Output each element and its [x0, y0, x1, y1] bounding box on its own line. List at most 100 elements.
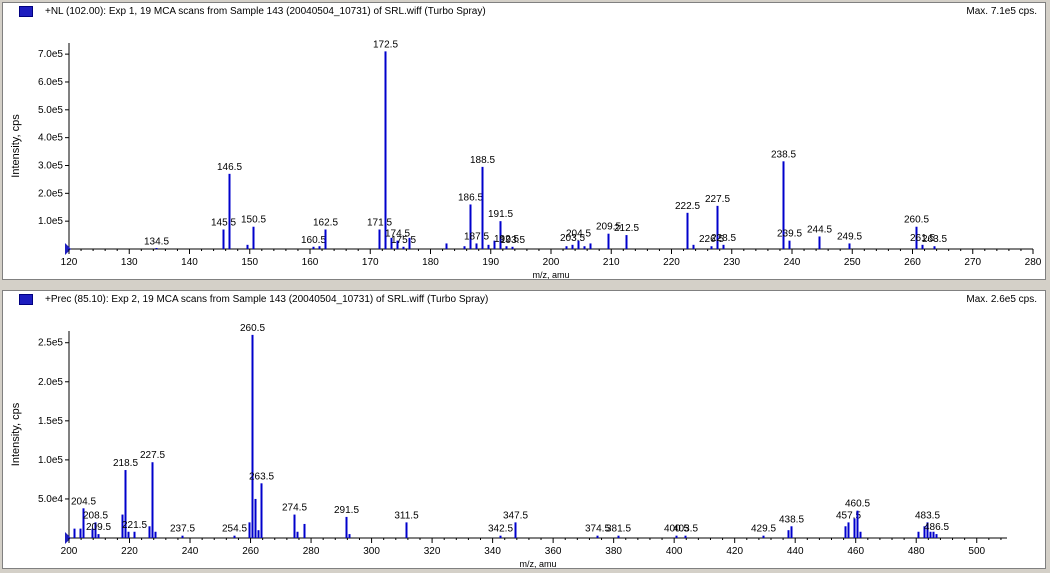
- peak-label: 381.5: [606, 524, 631, 535]
- peak-label: 254.5: [222, 524, 247, 535]
- pane-select-square[interactable]: [19, 294, 33, 305]
- x-tick-label: 180: [422, 257, 439, 268]
- y-tick-label: 5.0e4: [38, 494, 63, 505]
- x-tick-label: 220: [121, 546, 138, 557]
- pane-select-square[interactable]: [19, 6, 33, 17]
- spectrum-plot-prec[interactable]: 200 220 240 260 280 300 320 340 360 380 400 420 440 4…: [3, 309, 1045, 568]
- peak-label: 400.5: [664, 524, 689, 535]
- peak-label: 342.5: [488, 524, 513, 535]
- y-tick-label: 3.0e5: [38, 160, 63, 171]
- peak-label: 162.5: [313, 218, 338, 229]
- peak-label: 204.5: [71, 496, 96, 507]
- peak-label: 237.5: [170, 524, 195, 535]
- peak-label: 208.5: [83, 510, 108, 521]
- x-tick-label: 250: [844, 257, 861, 268]
- y-tick-label: 2.5e5: [38, 338, 63, 349]
- spectrum-pane-prec: +Prec (85.10): Exp 2, 19 MCA scans from …: [2, 290, 1046, 569]
- x-tick-label: 270: [964, 257, 981, 268]
- x-tick-label: 240: [182, 546, 199, 557]
- peak-label: 218.5: [113, 458, 138, 469]
- x-tick-label: 120: [61, 257, 78, 268]
- spectrum-pane-nl: +NL (102.00): Exp 1, 19 MCA scans from S…: [2, 2, 1046, 280]
- x-axis-label: m/z, amu: [519, 559, 556, 568]
- chart-title: +Prec (85.10): Exp 2, 19 MCA scans from …: [45, 294, 489, 305]
- y-tick-label: 1.0e5: [38, 455, 63, 466]
- peak-label: 192.5: [494, 234, 519, 245]
- peak-label: 263.5: [922, 234, 947, 245]
- x-tick-label: 200: [543, 257, 560, 268]
- peak-label: 311.5: [394, 510, 419, 521]
- peak-label: 186.5: [458, 192, 483, 203]
- peak-label: 174.5: [385, 229, 410, 240]
- x-tick-label: 260: [904, 257, 921, 268]
- x-tick-label: 230: [723, 257, 740, 268]
- peak-label: 429.5: [751, 524, 776, 535]
- peak-label: 239.5: [777, 229, 802, 240]
- peak-label: 347.5: [503, 510, 528, 521]
- peak-label: 222.5: [675, 201, 700, 212]
- peak-label: 145.5: [211, 218, 236, 229]
- peak-label: 187.5: [464, 231, 489, 242]
- origin-marker: [65, 243, 71, 255]
- x-tick-label: 380: [605, 546, 622, 557]
- x-tick-label: 320: [424, 546, 441, 557]
- peak-label: 374.5: [585, 524, 610, 535]
- peak-label: 221.5: [122, 520, 147, 531]
- x-tick-label: 220: [663, 257, 680, 268]
- y-tick-label: 6.0e5: [38, 77, 63, 88]
- peak-label: 291.5: [334, 505, 359, 516]
- x-tick-label: 340: [484, 546, 501, 557]
- y-tick-label: 2.0e5: [38, 188, 63, 199]
- x-tick-label: 210: [603, 257, 620, 268]
- peak-label: 146.5: [217, 162, 242, 173]
- spectrum-plot-nl[interactable]: 120 130 140 150 160 170 180 190 200 210 220 230 240 2…: [3, 21, 1045, 279]
- peak-label: 226.5: [699, 234, 724, 245]
- x-tick-label: 240: [784, 257, 801, 268]
- y-tick-label: 1.0e5: [38, 216, 63, 227]
- x-tick-label: 150: [241, 257, 258, 268]
- peak-label: 228.5: [711, 233, 736, 244]
- peak-label: 160.5: [301, 235, 326, 246]
- peak-label: 150.5: [241, 215, 266, 226]
- x-tick-label: 280: [303, 546, 320, 557]
- peak-label: 212.5: [614, 223, 639, 234]
- x-tick-label: 280: [1025, 257, 1042, 268]
- peak-label: 172.5: [373, 39, 398, 50]
- peak-label: 460.5: [845, 499, 870, 510]
- peak-label: 263.5: [249, 471, 274, 482]
- peak-label: 204.5: [566, 229, 591, 240]
- max-intensity-label: Max. 7.1e5 cps.: [966, 6, 1037, 17]
- peak-label: 260.5: [904, 215, 929, 226]
- x-tick-label: 420: [726, 546, 743, 557]
- pane-header: +NL (102.00): Exp 1, 19 MCA scans from S…: [3, 3, 1045, 21]
- peak-label: 134.5: [144, 236, 169, 247]
- peak-label: 193.5: [500, 235, 525, 246]
- peak-label: 171.5: [367, 218, 392, 229]
- x-tick-label: 170: [362, 257, 379, 268]
- x-tick-label: 400: [666, 546, 683, 557]
- x-tick-label: 440: [787, 546, 804, 557]
- y-tick-label: 4.0e5: [38, 133, 63, 144]
- x-tick-label: 130: [121, 257, 138, 268]
- origin-marker: [65, 532, 71, 544]
- peak-label: 274.5: [282, 503, 307, 514]
- y-tick-label: 1.5e5: [38, 416, 63, 427]
- x-tick-label: 300: [363, 546, 380, 557]
- peak-label: 403.5: [673, 524, 698, 535]
- peak-label: 209.5: [596, 222, 621, 233]
- peak-label: 486.5: [924, 522, 949, 533]
- peak-label: 457.5: [836, 510, 861, 521]
- peak-label: 260.5: [240, 323, 265, 334]
- x-axis-label: m/z, amu: [532, 270, 569, 279]
- y-axis-label: Intensity, cps: [10, 402, 22, 466]
- x-tick-label: 480: [908, 546, 925, 557]
- peak-label: 209.5: [86, 522, 111, 533]
- peak-label: 175.5: [391, 235, 416, 246]
- max-intensity-label: Max. 2.6e5 cps.: [966, 294, 1037, 305]
- peak-label: 238.5: [771, 149, 796, 160]
- peak-label: 203.5: [560, 233, 585, 244]
- x-tick-label: 360: [545, 546, 562, 557]
- peak-label: 483.5: [915, 510, 940, 521]
- peak-label: 438.5: [779, 514, 804, 525]
- peak-label: 191.5: [488, 209, 513, 220]
